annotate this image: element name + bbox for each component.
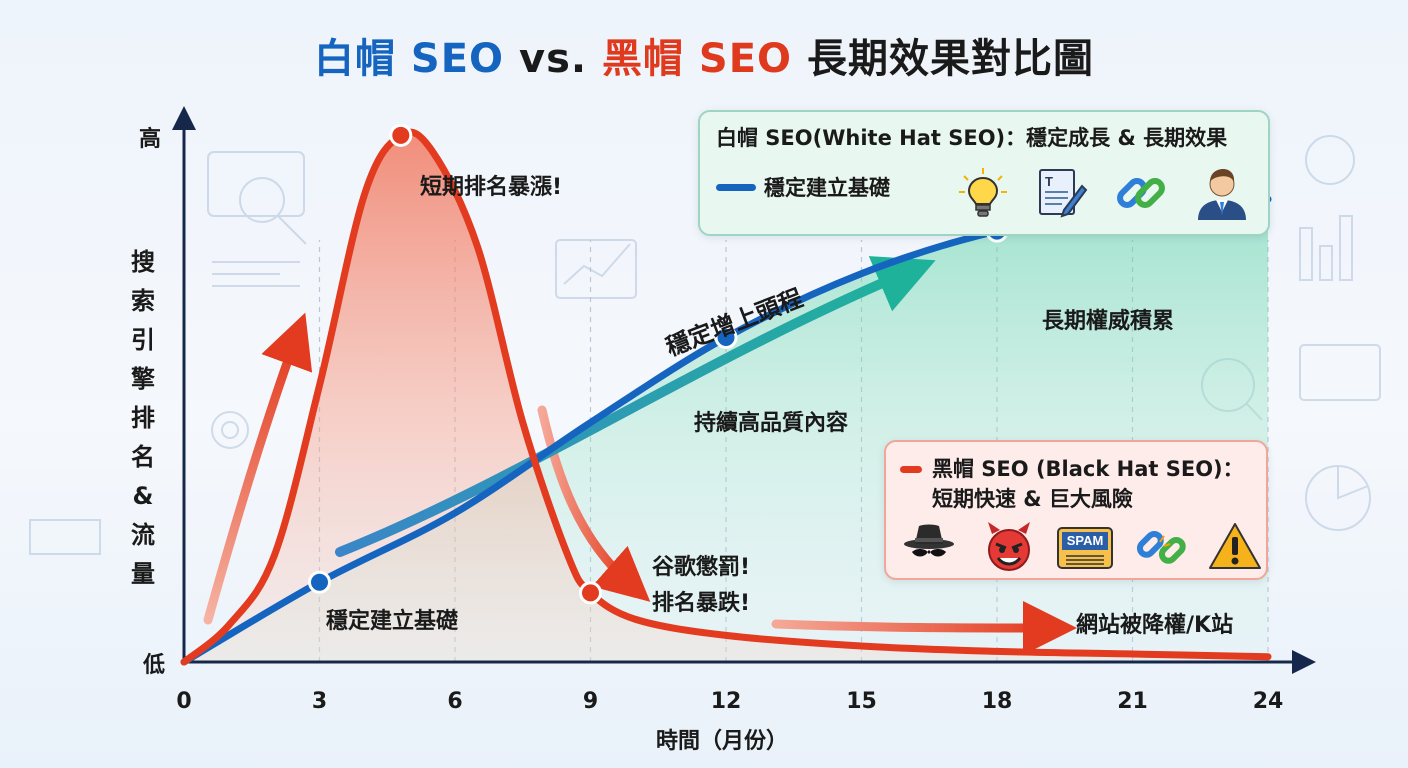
annotation-penalty-1: 谷歌懲罰! [652,554,750,580]
y-high-label: 高 [139,126,161,152]
annotation-downgrade: 網站被降權/K站 [1076,612,1233,638]
x-tick-label-6: 6 [447,689,462,714]
chart-title: 白帽 SEO vs. 黑帽 SEO 長期效果對比圖 [0,26,1408,84]
white-hat-heading: 白帽 SEO(White Hat SEO)：穩定成長 & 長期效果 [716,126,1228,150]
x-tick-label-21: 21 [1117,689,1148,714]
spam-icon: SPAM [1056,522,1114,574]
black-hat-panel: 黑帽 SEO (Black Hat SEO)： 短期快速 & 巨大風險 [884,440,1268,580]
annotation-white-start: 穩定建立基礎 [326,608,459,634]
x-tick-label-24: 24 [1253,689,1284,714]
rising-arrow [203,312,313,625]
title-rest: 長期效果對比圖 [792,36,1094,82]
title-black-hat: 黑帽 SEO [602,36,793,82]
warning-icon [1209,523,1261,569]
businessman-icon [1198,169,1246,220]
falling-arrow [537,405,651,602]
annotation-white-mid: 持續高品質內容 [694,410,848,436]
white-hat-panel: 白帽 SEO(White Hat SEO)：穩定成長 & 長期效果 穩定建立基礎… [698,110,1270,236]
x-tick-label-3: 3 [312,689,327,714]
black-hat-line [180,128,1272,666]
title-vs: vs. [504,36,602,82]
white-hat-marker-12 [714,325,738,349]
white-hat-marker-3 [308,570,331,594]
x-tick-label-15: 15 [846,689,877,714]
black-hat-marker-9 [579,581,602,605]
black-hat-heading: 黑帽 SEO (Black Hat SEO)： 短期快速 & 巨大風險 [932,454,1244,514]
x-tick-label-9: 9 [583,689,598,714]
x-tick-label-18: 18 [982,689,1013,714]
trend-arrow [335,256,936,557]
black-hat-heading-line1: 黑帽 SEO (Black Hat SEO)： [932,457,1244,481]
black-hat-marker-peak [389,123,413,147]
black-hat-legend-line [900,466,922,473]
svg-text:T: T [1045,174,1053,189]
spam-text: SPAM [1066,533,1104,548]
annotation-white-end: 長期權威積累 [1042,308,1174,334]
document-edit-icon: T [1039,169,1088,218]
devil-icon [988,522,1030,571]
y-low-label: 低 [142,653,165,678]
lightbulb-icon [959,168,1007,217]
annotation-penalty-2: 排名暴跌! [652,590,750,616]
downgrade-arrow [771,600,1077,655]
x-tick-label-12: 12 [711,689,742,714]
black-hat-area [184,132,1268,662]
background-decoration [29,135,1381,555]
y-axis-label: 搜索引擎排名&流量 [131,248,155,588]
x-tick-labels: 0 3 6 9 12 15 18 21 24 [176,689,1283,714]
broken-link-icon [1136,530,1186,564]
x-tick-label-0: 0 [176,689,191,714]
link-icon [1117,178,1165,208]
white-hat-legend-label: 穩定建立基礎 [764,176,890,200]
spy-hat-icon [904,524,954,557]
title-white-hat: 白帽 SEO [314,36,505,82]
x-axis-label: 時間（月份） [656,729,788,754]
annotation-peak: 短期排名暴漲! [420,174,562,200]
white-hat-legend-line [716,184,756,191]
black-hat-heading-line2: 短期快速 & 巨大風險 [932,487,1133,511]
